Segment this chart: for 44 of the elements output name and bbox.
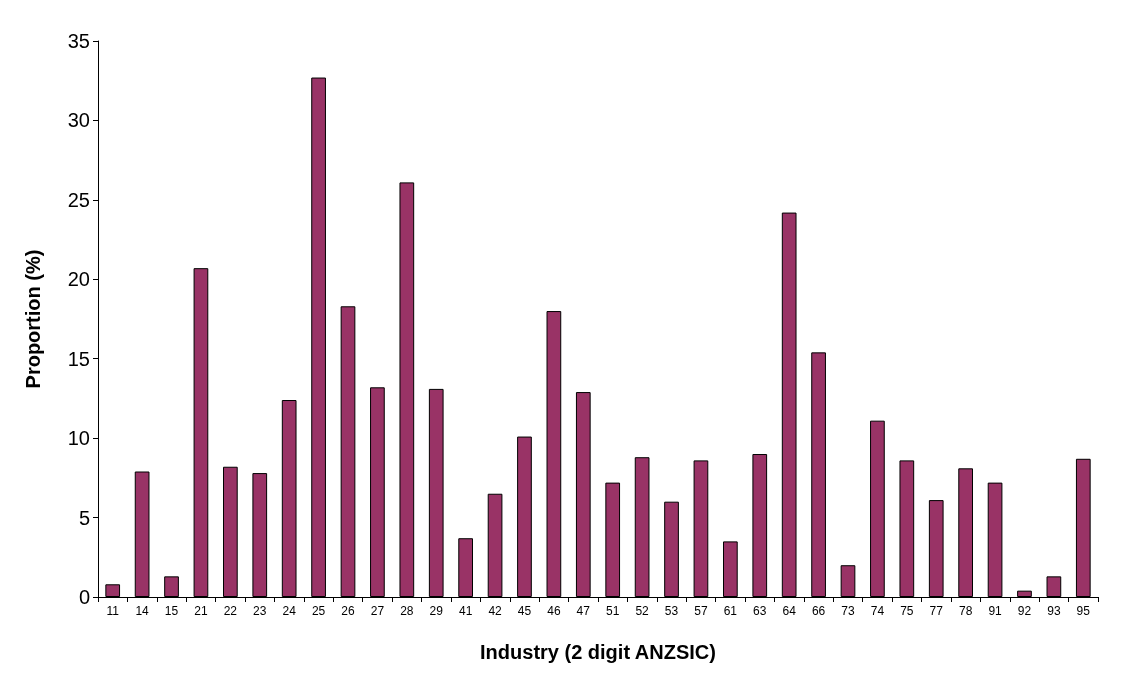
x-tick-label: 24 bbox=[282, 604, 297, 618]
x-tick-label: 78 bbox=[958, 604, 973, 618]
x-tick-label: 51 bbox=[606, 604, 620, 618]
x-tick-label: 74 bbox=[870, 604, 885, 618]
x-tick-label: 66 bbox=[811, 604, 826, 618]
x-tick-label: 73 bbox=[841, 604, 855, 618]
x-tick-label: 28 bbox=[400, 604, 414, 618]
y-tick-label: 10 bbox=[67, 427, 90, 450]
x-tick-label: 25 bbox=[311, 604, 326, 618]
x-tick-label: 15 bbox=[164, 604, 179, 618]
x-axis-title: Industry (2 digit ANZSIC) bbox=[480, 641, 716, 663]
x-tick-label: 41 bbox=[458, 604, 473, 618]
x-tick-label: 46 bbox=[547, 604, 561, 618]
y-tick-label: 30 bbox=[67, 109, 90, 132]
x-tick-label: 57 bbox=[694, 604, 708, 618]
y-tick-label: 5 bbox=[78, 506, 90, 529]
x-tick-label: 93 bbox=[1047, 604, 1061, 618]
x-tick-label: 47 bbox=[576, 604, 591, 618]
y-tick-label: 0 bbox=[78, 586, 90, 608]
x-tick-label: 64 bbox=[782, 604, 797, 618]
x-tick-label: 22 bbox=[223, 604, 238, 618]
x-tick-label: 63 bbox=[753, 604, 767, 618]
y-axis-title: Proportion (%) bbox=[22, 249, 44, 389]
x-tick-label: 53 bbox=[664, 604, 679, 618]
y-tick-label: 25 bbox=[67, 188, 90, 211]
x-tick-label: 23 bbox=[253, 604, 267, 618]
y-tick-label: 15 bbox=[67, 347, 90, 370]
x-tick-label: 45 bbox=[517, 604, 532, 618]
x-tick-label: 27 bbox=[370, 604, 385, 618]
x-tick-label: 95 bbox=[1076, 604, 1091, 618]
x-tick-label: 92 bbox=[1017, 604, 1032, 618]
y-tick-label: 20 bbox=[67, 268, 90, 291]
x-tick-label: 26 bbox=[341, 604, 355, 618]
x-tick-label: 21 bbox=[194, 604, 208, 618]
y-tick-label: 35 bbox=[67, 30, 90, 52]
x-tick-label: 77 bbox=[929, 604, 944, 618]
x-tick-label: 52 bbox=[635, 604, 650, 618]
x-tick-label: 91 bbox=[988, 604, 1003, 618]
x-tick-label: 61 bbox=[723, 604, 738, 618]
x-tick-label: 11 bbox=[106, 604, 120, 618]
x-tick-label: 42 bbox=[488, 604, 503, 618]
x-tick-label: 14 bbox=[135, 604, 150, 618]
x-tick-label: 75 bbox=[900, 604, 914, 618]
x-tick-label: 29 bbox=[429, 604, 444, 618]
